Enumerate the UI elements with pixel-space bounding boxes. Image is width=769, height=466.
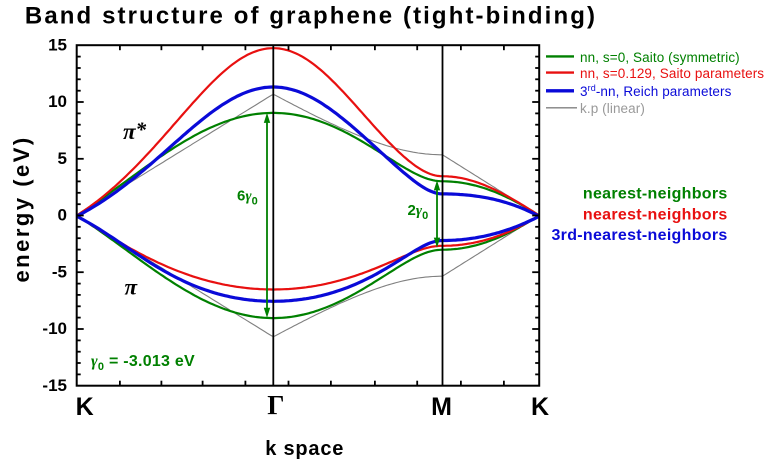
svg-text:π: π [125, 275, 139, 300]
svg-text:k space: k space [265, 438, 344, 460]
svg-text:k.p (linear): k.p (linear) [580, 101, 645, 116]
svg-text:-10: -10 [42, 319, 67, 338]
svg-text:π*: π* [123, 117, 147, 144]
svg-text:10: 10 [48, 92, 67, 111]
svg-text:nn, s=0.129, Saito parameters: nn, s=0.129, Saito parameters [580, 66, 764, 81]
svg-text:15: 15 [48, 36, 67, 55]
svg-text:-15: -15 [42, 376, 67, 395]
svg-text:Band structure of graphene (ti: Band structure of graphene (tight-bindin… [25, 3, 597, 30]
svg-text:nearest-neighbors: nearest-neighbors [583, 186, 728, 203]
svg-text:K: K [76, 393, 94, 421]
svg-text:Γ: Γ [267, 390, 284, 420]
svg-text:5: 5 [58, 149, 67, 168]
svg-text:nearest-neighbors: nearest-neighbors [583, 207, 728, 224]
svg-text:γ0 = -3.013 eV: γ0 = -3.013 eV [91, 353, 195, 373]
svg-text:nn, s=0, Saito (symmetric): nn, s=0, Saito (symmetric) [580, 50, 740, 65]
svg-text:M: M [431, 393, 452, 421]
svg-text:0: 0 [58, 206, 67, 225]
svg-text:-5: -5 [52, 262, 67, 281]
svg-text:3rd-nearest-neighbors: 3rd-nearest-neighbors [551, 227, 727, 244]
svg-text:energy (eV): energy (eV) [9, 135, 34, 282]
svg-text:3rd-nn, Reich parameters: 3rd-nn, Reich parameters [580, 83, 732, 99]
svg-text:K: K [531, 393, 549, 421]
